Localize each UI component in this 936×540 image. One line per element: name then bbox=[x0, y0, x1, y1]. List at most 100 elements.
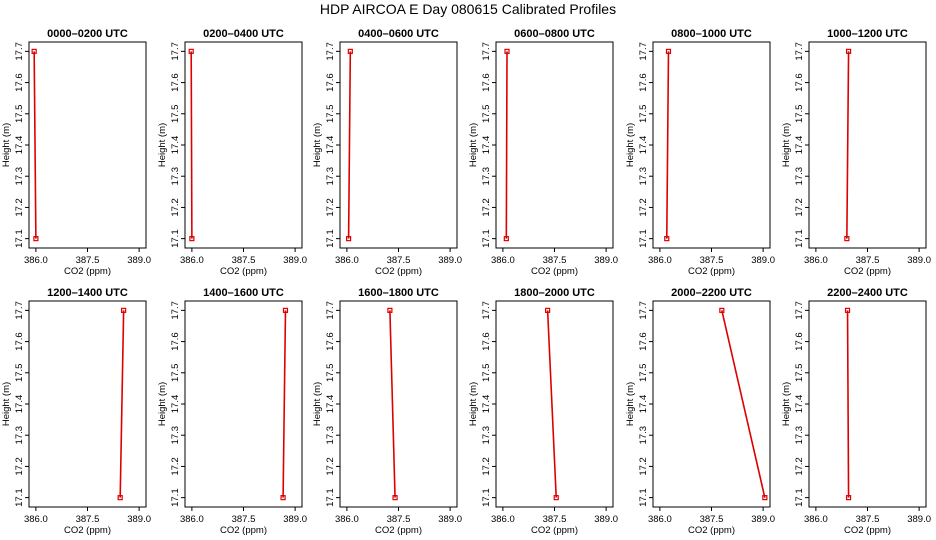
data-point bbox=[545, 307, 551, 313]
y-tick-label: 17.7 bbox=[14, 42, 25, 61]
x-tick-label: 389.0 bbox=[283, 514, 307, 525]
y-tick-label: 17.2 bbox=[638, 198, 649, 217]
y-tick-label: 17.7 bbox=[325, 42, 336, 61]
plot-frame bbox=[652, 300, 771, 508]
plot-frame bbox=[184, 41, 303, 249]
plot-frame bbox=[28, 41, 147, 249]
y-tick-label: 17.5 bbox=[794, 105, 805, 124]
x-tick-label: 389.0 bbox=[127, 514, 151, 525]
data-point bbox=[503, 236, 509, 242]
x-axis-label: CO2 (ppm) bbox=[64, 266, 111, 277]
profile-line bbox=[389, 310, 396, 498]
x-axis-label: CO2 (ppm) bbox=[688, 266, 735, 277]
x-tick-label: 387.5 bbox=[76, 255, 100, 266]
y-tick-label: 17.7 bbox=[170, 301, 181, 320]
profile-panel: 0000–0200 UTC 386.0 387.5 389.0 17.1 17.2 17.3… bbox=[1, 28, 151, 277]
x-tick-label: 386.0 bbox=[648, 514, 672, 525]
panel-title: 1600–1800 UTC bbox=[358, 287, 439, 299]
data-point bbox=[844, 236, 850, 242]
y-tick-label: 17.5 bbox=[325, 105, 336, 124]
y-tick-label: 17.1 bbox=[794, 488, 805, 507]
data-point bbox=[282, 307, 289, 313]
x-axis-label: CO2 (ppm) bbox=[531, 266, 578, 277]
profile-panel: 2200–2400 UTC 386.0 387.5 389.0 17.1 17.2 17.3… bbox=[781, 287, 931, 536]
x-tick-label: 386.0 bbox=[804, 255, 828, 266]
y-tick-label: 17.4 bbox=[325, 136, 336, 155]
x-tick-label: 387.5 bbox=[543, 514, 567, 525]
profile-panel: 1200–1400 UTC 386.0 387.5 389.0 17.1 17.2 17.3… bbox=[1, 287, 151, 536]
y-tick-label: 17.5 bbox=[325, 364, 336, 383]
y-tick-label: 17.4 bbox=[170, 395, 181, 414]
x-tick-label: 386.0 bbox=[180, 514, 204, 525]
plot-frame bbox=[339, 300, 458, 508]
x-axis-label: CO2 (ppm) bbox=[531, 525, 578, 536]
y-axis-label: Height (m) bbox=[781, 123, 792, 167]
y-tick-label: 17.2 bbox=[14, 457, 25, 476]
profile-line bbox=[33, 51, 37, 239]
data-point bbox=[31, 48, 37, 54]
x-tick-label: 389.0 bbox=[907, 255, 931, 266]
panel-title: 1000–1200 UTC bbox=[827, 28, 908, 40]
data-point bbox=[553, 495, 559, 501]
data-point bbox=[121, 307, 127, 313]
y-axis-label: Height (m) bbox=[468, 382, 479, 426]
x-axis-label: CO2 (ppm) bbox=[688, 525, 735, 536]
y-tick-label: 17.7 bbox=[170, 42, 181, 61]
y-tick-label: 17.2 bbox=[638, 457, 649, 476]
y-tick-label: 17.4 bbox=[794, 395, 805, 414]
y-axis-label: Height (m) bbox=[157, 382, 168, 426]
data-point bbox=[347, 48, 353, 54]
y-tick-label: 17.2 bbox=[481, 198, 492, 217]
y-tick-label: 17.2 bbox=[14, 198, 25, 217]
data-point bbox=[280, 495, 286, 501]
y-tick-label: 17.3 bbox=[794, 167, 805, 186]
profile-line bbox=[846, 310, 850, 498]
data-point bbox=[719, 307, 725, 313]
profile-line bbox=[505, 51, 508, 239]
y-tick-label: 17.5 bbox=[14, 364, 25, 383]
y-tick-label: 17.6 bbox=[170, 73, 181, 92]
x-tick-label: 389.0 bbox=[751, 255, 775, 266]
panel-title: 2000–2200 UTC bbox=[671, 287, 752, 299]
y-tick-label: 17.6 bbox=[481, 73, 492, 92]
x-axis-label: CO2 (ppm) bbox=[375, 266, 422, 277]
y-tick-label: 17.5 bbox=[638, 105, 649, 124]
plot-frame bbox=[652, 41, 771, 249]
y-tick-label: 17.1 bbox=[481, 488, 492, 507]
x-axis-label: CO2 (ppm) bbox=[64, 525, 111, 536]
y-tick-label: 17.3 bbox=[325, 426, 336, 445]
x-tick-label: 389.0 bbox=[438, 514, 462, 525]
y-axis-label: Height (m) bbox=[312, 382, 323, 426]
y-tick-label: 17.2 bbox=[325, 198, 336, 217]
data-point bbox=[392, 495, 398, 501]
y-tick-label: 17.1 bbox=[638, 229, 649, 248]
y-axis-label: Height (m) bbox=[625, 382, 636, 426]
profile-panel: 0800–1000 UTC 386.0 387.5 389.0 17.1 17.2 17.3… bbox=[625, 28, 775, 277]
x-tick-label: 386.0 bbox=[804, 514, 828, 525]
x-tick-label: 387.5 bbox=[700, 255, 724, 266]
y-tick-label: 17.2 bbox=[170, 457, 181, 476]
x-tick-label: 387.5 bbox=[387, 514, 411, 525]
y-tick-label: 17.4 bbox=[638, 136, 649, 155]
y-axis-label: Height (m) bbox=[157, 123, 168, 167]
y-tick-label: 17.7 bbox=[481, 42, 492, 61]
panel-title: 0800–1000 UTC bbox=[671, 28, 752, 40]
x-tick-label: 387.5 bbox=[232, 255, 256, 266]
y-tick-label: 17.2 bbox=[325, 457, 336, 476]
y-tick-label: 17.7 bbox=[638, 42, 649, 61]
y-tick-label: 17.5 bbox=[638, 364, 649, 383]
y-tick-label: 17.4 bbox=[794, 136, 805, 155]
data-point bbox=[504, 48, 510, 54]
y-tick-label: 17.1 bbox=[638, 488, 649, 507]
x-tick-label: 389.0 bbox=[594, 514, 618, 525]
y-tick-label: 17.6 bbox=[794, 332, 805, 351]
y-tick-label: 17.7 bbox=[325, 301, 336, 320]
y-tick-label: 17.4 bbox=[481, 136, 492, 155]
y-tick-label: 17.3 bbox=[481, 167, 492, 186]
y-tick-label: 17.5 bbox=[14, 105, 25, 124]
y-axis-label: Height (m) bbox=[781, 382, 792, 426]
y-tick-label: 17.1 bbox=[481, 229, 492, 248]
y-tick-label: 17.1 bbox=[794, 229, 805, 248]
y-tick-label: 17.6 bbox=[14, 73, 25, 92]
x-tick-label: 387.5 bbox=[387, 255, 411, 266]
